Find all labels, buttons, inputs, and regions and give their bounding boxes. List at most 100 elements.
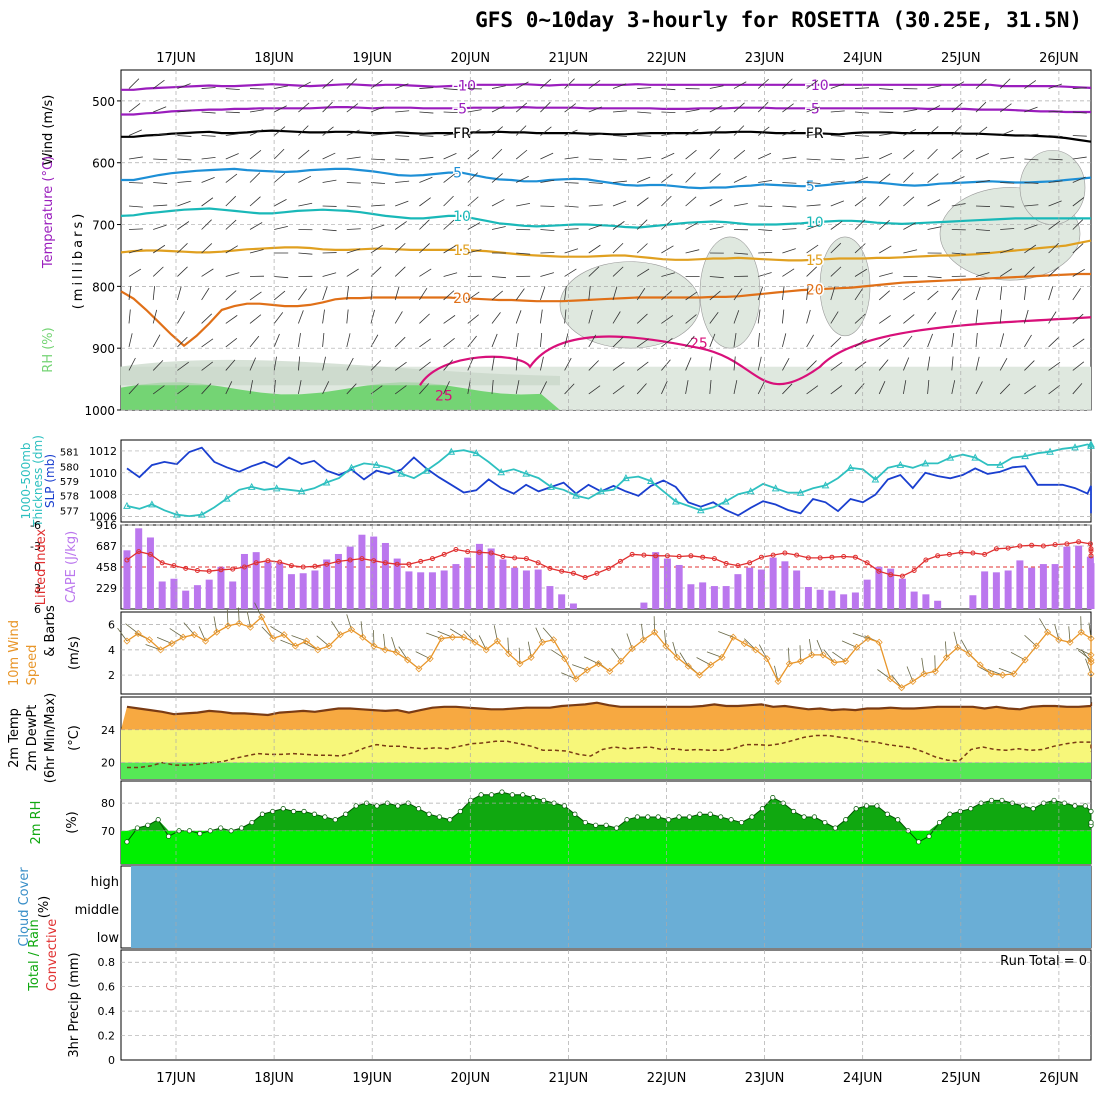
wind-barb-39-822 — [1072, 288, 1081, 301]
wind-barb-38-708 — [1048, 220, 1061, 230]
cape-bar-80 — [1063, 546, 1071, 609]
rh2m-marker-49 — [634, 814, 640, 820]
wind-barb-4-784 — [225, 272, 240, 277]
date-top-1: 18JUN — [254, 51, 294, 66]
wind-barb-3-708 — [201, 219, 212, 230]
wind-barb-5-556 — [249, 129, 263, 136]
wind10-barb-18 — [316, 635, 330, 647]
wind-barb-31-708 — [878, 219, 890, 230]
wind-barb-12-556 — [419, 135, 434, 137]
tick-wind-4: 4 — [108, 644, 115, 657]
wind-barb-22-518 — [661, 111, 676, 113]
wind-barb-38-784 — [1048, 266, 1060, 277]
wind-barb-11-670 — [395, 200, 409, 207]
wind-barb-7-746 — [298, 252, 313, 255]
wind10-marker-13 — [269, 634, 277, 643]
wind-barb-35-822 — [975, 286, 981, 301]
rh2m-base-fill — [121, 830, 1091, 864]
wind-barb-25-822 — [733, 288, 743, 301]
upper-air-panel: -10-10-5-5FRFR55101015152020252550060070… — [41, 76, 1092, 418]
rh2m-marker-30 — [436, 814, 443, 820]
wind-barb-2-556 — [177, 135, 192, 137]
wind-barb-26-898 — [757, 332, 760, 347]
wind-barb-22-670 — [661, 195, 672, 207]
cloud-level-high: high — [91, 875, 119, 890]
lifted-marker-86 — [1088, 553, 1094, 559]
lifted-marker-54 — [758, 554, 764, 560]
rh2m-marker-83 — [988, 797, 995, 803]
wind-barb-18-518 — [564, 103, 576, 113]
tick-slp-1006: 1006 — [89, 511, 117, 524]
wind10-marker-33 — [493, 637, 502, 645]
rh2m-marker-61 — [759, 806, 765, 812]
isotherm-label-0-0: -10 — [453, 78, 476, 94]
tick-precip-0.4: 0.4 — [98, 1005, 116, 1018]
wind-barb-4-936 — [225, 359, 236, 371]
wind-barb-36-518 — [999, 103, 1012, 113]
wind10-marker-71 — [920, 670, 928, 678]
wind-barb-24-632 — [709, 173, 721, 183]
rh-shade-moist-layer — [121, 382, 560, 410]
wind10-marker-59 — [785, 660, 793, 668]
wind-barb-0-898 — [128, 333, 133, 348]
thickness-marker-40 — [622, 474, 630, 482]
lifted-marker-36 — [547, 565, 553, 571]
wind-barb-30-556 — [854, 135, 870, 137]
wind-barb-12-860 — [419, 313, 430, 324]
dewpoint-band — [121, 729, 1091, 763]
lifted-marker-30 — [476, 549, 482, 555]
cloud-panel: high middle low Cloud Cover (%) — [17, 866, 1091, 948]
date-top-5: 22JUN — [647, 51, 687, 66]
rh2m-marker-65 — [801, 814, 807, 820]
wind-barb-24-898 — [709, 333, 716, 348]
wind-barb-17-784 — [540, 272, 554, 277]
wind-barb-20-632 — [612, 180, 627, 183]
wind-barb-36-632 — [1000, 182, 1015, 184]
upper-air-label-2: RH (%) — [41, 327, 56, 372]
wind-barb-20-594 — [612, 158, 627, 161]
wind-barb-30-936 — [854, 361, 867, 371]
wind-barb-30-860 — [854, 313, 866, 324]
below-20-band — [121, 762, 1091, 779]
rh2m-marker-69 — [843, 817, 849, 823]
wind-barb-15-974 — [491, 379, 494, 394]
tick-precip-0.6: 0.6 — [98, 981, 116, 994]
wind-barb-2-594 — [177, 158, 192, 161]
series-wind10 — [126, 615, 1092, 689]
thickness-marker-8 — [222, 494, 231, 502]
tick-temp-20: 20 — [101, 757, 115, 770]
wind-barb-4-594 — [225, 153, 239, 160]
wind10-marker-7 — [201, 637, 210, 645]
wind-barb-5-898 — [249, 335, 260, 348]
wind-barb-32-746 — [903, 249, 918, 254]
date-top-9: 26JUN — [1039, 51, 1079, 66]
wind-barb-12-632 — [419, 176, 433, 183]
wind-barb-23-708 — [685, 222, 699, 230]
wind-barb-10-480 — [370, 79, 383, 89]
wind-barb-25-556 — [733, 125, 745, 136]
wind10-barb-19 — [331, 621, 341, 635]
cape-bar-78 — [1039, 564, 1047, 609]
wind-barb-28-556 — [806, 133, 821, 136]
cape-bar-30 — [475, 543, 483, 609]
thickness-marker-68 — [971, 453, 980, 461]
wind-barb-9-936 — [346, 357, 354, 371]
wind-barb-11-518 — [395, 110, 410, 113]
wind-barb-3-594 — [201, 157, 216, 160]
wind10-barb-44 — [611, 647, 622, 662]
precip-run-total: Run Total = 0 — [1000, 954, 1087, 969]
wind-barb-26-670 — [758, 205, 773, 207]
wind-barb-36-784 — [999, 268, 1013, 277]
wind-barb-24-556 — [709, 126, 721, 136]
wind-barb-27-632 — [782, 182, 797, 184]
temp2m-axis-labels: 2m Temp 2m DewPt (6hr Min/Max) (°C) — [7, 693, 82, 783]
rh2m-marker-1 — [134, 825, 140, 831]
cape-bar-27 — [440, 570, 448, 609]
lifted-marker-7 — [206, 568, 212, 574]
wind10-label-2: & Barbs — [43, 605, 58, 657]
wind-barb-7-632 — [298, 175, 312, 183]
cape-bar-12 — [264, 562, 272, 609]
rh2m-marker-35 — [488, 792, 495, 798]
wind-barb-19-936 — [588, 360, 599, 371]
wind-barb-20-556 — [612, 135, 627, 137]
